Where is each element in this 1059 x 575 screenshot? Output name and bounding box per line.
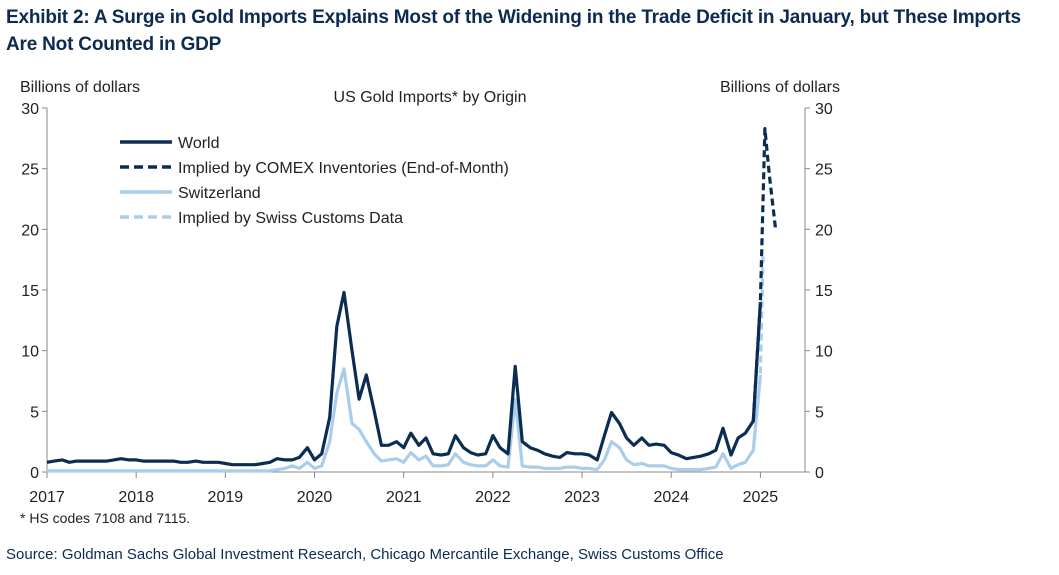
- y-tick-label-right: 20: [815, 222, 833, 239]
- x-tick-label: 2018: [118, 489, 154, 506]
- y-tick-label-left: 5: [30, 404, 39, 421]
- legend-label: Implied by Swiss Customs Data: [178, 210, 403, 227]
- x-tick-label: 2020: [297, 489, 333, 506]
- y-tick-label-right: 0: [815, 465, 824, 482]
- y-tick-label-right: 5: [815, 404, 824, 421]
- x-tick-label: 2024: [653, 489, 689, 506]
- y-tick-label-left: 10: [21, 344, 39, 361]
- footnote: * HS codes 7108 and 7115.: [20, 510, 190, 526]
- x-tick-label: 2019: [208, 489, 244, 506]
- x-tick-label: 2021: [386, 489, 422, 506]
- x-tick-label: 2025: [743, 489, 779, 506]
- x-tick-label: 2022: [475, 489, 511, 506]
- series-lines: [46, 127, 778, 473]
- y-tick-label-left: 20: [21, 222, 39, 239]
- y-tick-label-right: 25: [815, 162, 833, 179]
- x-tick-label: 2023: [564, 489, 600, 506]
- right-axis-label: Billions of dollars: [720, 79, 840, 96]
- y-tick-label-right: 30: [815, 101, 833, 118]
- y-tick-label-left: 25: [21, 162, 39, 179]
- y-tick-label-right: 10: [815, 344, 833, 361]
- y-tick-label-left: 30: [21, 101, 39, 118]
- legend: World Implied by COMEX Inventories (End-o…: [120, 135, 509, 227]
- y-tick-label-right: 15: [815, 283, 833, 300]
- y-tick-label-left: 0: [30, 465, 39, 482]
- series-line-implied-by-comex-inventories-end-of-month: [751, 127, 778, 422]
- legend-label: World: [178, 135, 220, 152]
- x-tick-label: 2017: [29, 489, 65, 506]
- source-note: Source: Goldman Sachs Global Investment …: [6, 546, 724, 563]
- series-line-switzerland: [47, 367, 762, 473]
- legend-label: Switzerland: [178, 185, 261, 202]
- series-line-world: [46, 290, 762, 467]
- legend-label: Implied by COMEX Inventories (End-of-Mon…: [178, 160, 509, 177]
- chart-subtitle: US Gold Imports* by Origin: [334, 89, 527, 106]
- left-axis-label: Billions of dollars: [20, 79, 140, 96]
- y-tick-label-left: 15: [21, 283, 39, 300]
- chart-title: Exhibit 2: A Surge in Gold Imports Expla…: [6, 7, 1021, 55]
